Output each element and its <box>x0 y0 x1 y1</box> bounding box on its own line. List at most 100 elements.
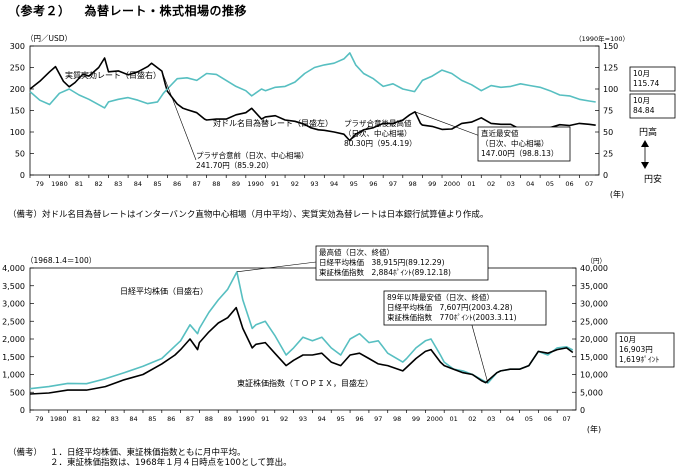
chart1-right-unit: （1990年=100） <box>575 34 629 43</box>
chart1-box-bottom-line-0: 10月 <box>633 96 650 105</box>
chart2-x-tick-label: 03 <box>487 415 495 423</box>
chart1-x-tick-label: 2000 <box>444 180 461 188</box>
chart2-right-unit: （円） <box>587 257 607 265</box>
chart2-topix-series-label: 東証株価指数（ＴＯＰＩＸ，目盛左） <box>237 378 373 388</box>
chart1-left-unit: （円／USD） <box>26 34 72 43</box>
chart1-box-bottom-line-1: 84.84 <box>633 106 655 115</box>
chart1-x-tick-label: 83 <box>114 180 122 188</box>
chart2-left-tick-label: 2,000 <box>2 335 25 344</box>
chart1-x-tick-label: 96 <box>369 180 377 188</box>
chart2-x-tick-label: 04 <box>506 415 514 423</box>
chart1-left-tick-label: 150 <box>10 107 25 116</box>
chart1-x-tick-label: 03 <box>507 180 515 188</box>
chart2-x-tick-label: 01 <box>449 415 457 423</box>
chart2-x-tick-label: 96 <box>355 415 363 423</box>
chart1-left-tick-label: 300 <box>10 42 25 51</box>
chart1-arrow-top-label: 円高 <box>639 126 657 138</box>
note-exchange: （備考）対ドル名目為替レートはインターバンク直物中心相場（月中平均）、実質実効為… <box>8 210 489 220</box>
chart2-x-tick-label: 02 <box>468 415 476 423</box>
chart1-recent-low-line-0: 直近最安値 <box>481 128 519 138</box>
chart1-x-unit: (年) <box>610 189 624 199</box>
chart1-right-tick-label: 150 <box>603 42 618 51</box>
chart2-peak-line-2: 東証株価指数 2,884ﾎﾟｲﾝﾄ(89.12.18) <box>319 267 451 277</box>
chart1-recent-low-leader <box>414 111 481 137</box>
chart2-left-tick-label: 0 <box>20 406 25 415</box>
chart2-x-tick-label: 86 <box>167 415 175 423</box>
chart1-box-top-line-0: 10月 <box>633 69 650 78</box>
chart1-left-tick-label: 100 <box>10 128 25 137</box>
chart1-recent-low-line-2: 147.00円（98.8.13） <box>481 149 558 158</box>
chart2-left-tick-label: 3,500 <box>2 282 25 291</box>
chart1-x-tick-label: 91 <box>271 180 279 188</box>
chart2-low-line-2: 東証株価指数 770ﾎﾟｲﾝﾄ(2003.3.11) <box>387 312 517 322</box>
chart2-peak-box <box>315 245 489 281</box>
chart1-x-tick-label: 01 <box>467 180 475 188</box>
chart1-real-series-label: 実質実効レート（目盛右） <box>65 70 161 80</box>
chart1-x-tick-label: 89 <box>232 180 240 188</box>
chart2-box-right-line-0: 10月 <box>619 335 636 344</box>
chart2-x-tick-label: 79 <box>35 415 43 423</box>
chart1-x-tick-label: 84 <box>134 180 142 188</box>
chart2-right-tick-label: 30,000 <box>580 300 608 309</box>
chart1-box-top-line-1: 115.74 <box>633 79 659 88</box>
chart2-right-tick-label: 0 <box>580 406 585 415</box>
chart2-x-tick-label: 1980 <box>50 415 67 423</box>
page-title: （参考２） 為替レート・株式相場の推移 <box>8 2 261 19</box>
chart2-series-1-line <box>29 271 574 390</box>
chart1-x-tick-label: 98 <box>408 180 416 188</box>
chart2-low-line-1: 日経平均株価 7,607円(2003.4.28) <box>387 302 513 312</box>
chart2-x-tick-label: 99 <box>412 415 420 423</box>
title-text: 為替レート・株式相場の推移 <box>84 4 248 18</box>
chart2-x-tick-label: 89 <box>224 415 232 423</box>
chart1-x-tick-label: 1990 <box>247 180 264 188</box>
chart1-x-tick-label: 97 <box>389 180 397 188</box>
chart2-x-tick-label: 93 <box>299 415 307 423</box>
chart1-x-tick-label: 92 <box>291 180 299 188</box>
chart2-x-tick-label: 05 <box>525 415 533 423</box>
chart1-x-tick-label: 04 <box>526 180 534 188</box>
chart1-left-tick-label: 50 <box>15 150 25 159</box>
chart2-x-tick-label: 85 <box>148 415 156 423</box>
chart2-x-tick-label: 84 <box>129 415 137 423</box>
chart1-series-2-line <box>29 52 596 109</box>
chart1-recent-low-box <box>477 126 571 162</box>
chart1-box-bottom-box <box>629 93 676 119</box>
chart2-x-tick-label: 95 <box>337 415 345 423</box>
chart1-x-tick-label: 94 <box>330 180 338 188</box>
chart2-right-tick-label: 40,000 <box>580 264 608 273</box>
chart1-right-tick-label: 125 <box>603 64 618 73</box>
chart1-plaza-after-leader <box>349 125 371 141</box>
chart1-left-tick-label: 0 <box>20 171 25 180</box>
chart1-plaza-after-label-line-1: （日次、中心相場） <box>344 128 412 138</box>
chart2-left-tick-label: 4,000 <box>2 264 25 273</box>
chart1-x-tick-label: 07 <box>585 180 593 188</box>
chart1-x-tick-label: 95 <box>350 180 358 188</box>
chart1-right-tick-label: 100 <box>603 85 618 94</box>
chart1-arrow-down-head <box>641 162 649 169</box>
chart1-arrow-bottom-label: 円安 <box>644 173 662 185</box>
chart1-left-tick-label: 250 <box>10 64 25 73</box>
chart1-right-tick-label: 25 <box>603 150 613 159</box>
chart1-left-tick-label: 200 <box>10 85 25 94</box>
chart1-plaza-before-leader <box>161 70 197 161</box>
chart2-right-tick-label: 20,000 <box>580 335 608 344</box>
chart2-right-tick-label: 10,000 <box>580 371 608 380</box>
chart2-series-2-line <box>29 306 574 395</box>
chart2-x-tick-label: 98 <box>393 415 401 423</box>
chart2-x-tick-label: 83 <box>111 415 119 423</box>
chart2-low-leader <box>469 317 489 384</box>
chart2-peak-line-0: 最高値（日次、終値） <box>319 247 394 257</box>
chart1-plaza-after-label-line-2: 80.30円（95.4.19） <box>344 139 417 148</box>
chart2-x-tick-label: 91 <box>261 415 269 423</box>
chart2-left-tick-label: 1,000 <box>2 371 25 380</box>
chart1-arrow-up-head <box>641 140 649 147</box>
chart1-plaza-before-label-line-1: 241.70円（85.9.20） <box>196 161 273 170</box>
chart1-x-tick-label: 06 <box>565 180 573 188</box>
chart1-series-1-line <box>29 57 596 142</box>
chart2-right-tick-label: 35,000 <box>580 282 608 291</box>
chart2-x-tick-label: 87 <box>186 415 194 423</box>
chart2-left-tick-label: 2,500 <box>2 317 25 326</box>
chart2-x-tick-label: 94 <box>318 415 326 423</box>
chart2-box-right-box <box>615 332 675 368</box>
chart2-right-tick-label: 25,000 <box>580 317 608 326</box>
